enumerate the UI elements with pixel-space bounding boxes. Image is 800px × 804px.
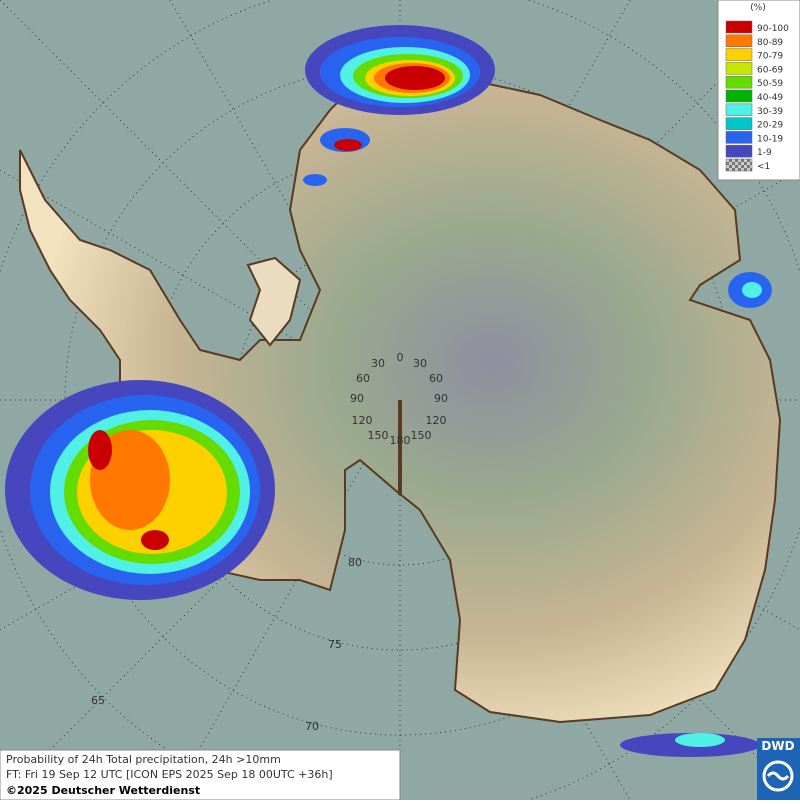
- latitude-label: 70: [305, 720, 319, 733]
- legend-label: 70-79: [757, 52, 783, 62]
- footer-line: Probability of 24h Total precipitation, …: [6, 753, 281, 766]
- legend-label: 90-100: [757, 24, 789, 34]
- latitude-label: 65: [91, 694, 105, 707]
- longitude-label: 120: [352, 414, 373, 427]
- logo: DWD: [757, 738, 800, 800]
- longitude-label: 180: [390, 434, 411, 447]
- legend-swatch: [725, 144, 753, 158]
- legend-swatch: [725, 117, 753, 130]
- latitude-labels: 80 75 70 65: [91, 556, 362, 733]
- precip-top: [303, 25, 772, 757]
- legend: (%) 90-100 80-89 70-79 60-69 50-59 40-49 30-39…: [717, 0, 800, 181]
- longitude-label: 30: [413, 357, 427, 370]
- legend-label: 40-49: [757, 93, 783, 103]
- legend-label: 80-89: [757, 38, 783, 48]
- legend-label: <1: [757, 162, 770, 172]
- latitude-label: 80: [348, 556, 362, 569]
- legend-swatch: [725, 89, 753, 103]
- footer-line: FT: Fri 19 Sep 12 UTC [ICON EPS 2025 Sep…: [6, 768, 333, 781]
- logo-text: DWD: [761, 739, 794, 753]
- legend-label: 1-9: [757, 148, 772, 158]
- longitude-label: 60: [356, 372, 370, 385]
- legend-swatch: [725, 158, 753, 172]
- island: [246, 256, 302, 347]
- footer-line: ©2025 Deutscher Wetterdienst: [6, 784, 200, 797]
- legend-label: 60-69: [757, 65, 783, 75]
- legend-swatch: [725, 103, 753, 117]
- footer: Probability of 24h Total precipitation, …: [0, 749, 401, 801]
- legend-label: 50-59: [757, 79, 783, 89]
- legend-swatch: [725, 34, 753, 48]
- longitude-label: 120: [426, 414, 447, 427]
- legend-label: 10-19: [757, 134, 783, 144]
- legend-label: 20-29: [757, 121, 783, 131]
- legend-title: (%): [750, 3, 766, 13]
- legend-swatch: [725, 131, 753, 144]
- longitude-label: 60: [429, 372, 443, 385]
- longitude-label: 150: [411, 429, 432, 442]
- longitude-label: 90: [350, 392, 364, 405]
- legend-swatch: [725, 75, 753, 89]
- longitude-label: 30: [371, 357, 385, 370]
- legend-label: 30-39: [757, 107, 783, 117]
- latitude-label: 75: [328, 638, 342, 651]
- longitude-label: 0: [397, 351, 404, 364]
- legend-swatch: [725, 48, 753, 61]
- longitude-label: 90: [434, 392, 448, 405]
- legend-swatch: [725, 20, 753, 34]
- longitude-label: 150: [368, 429, 389, 442]
- precip-left: [5, 380, 275, 600]
- legend-swatch: [725, 62, 753, 75]
